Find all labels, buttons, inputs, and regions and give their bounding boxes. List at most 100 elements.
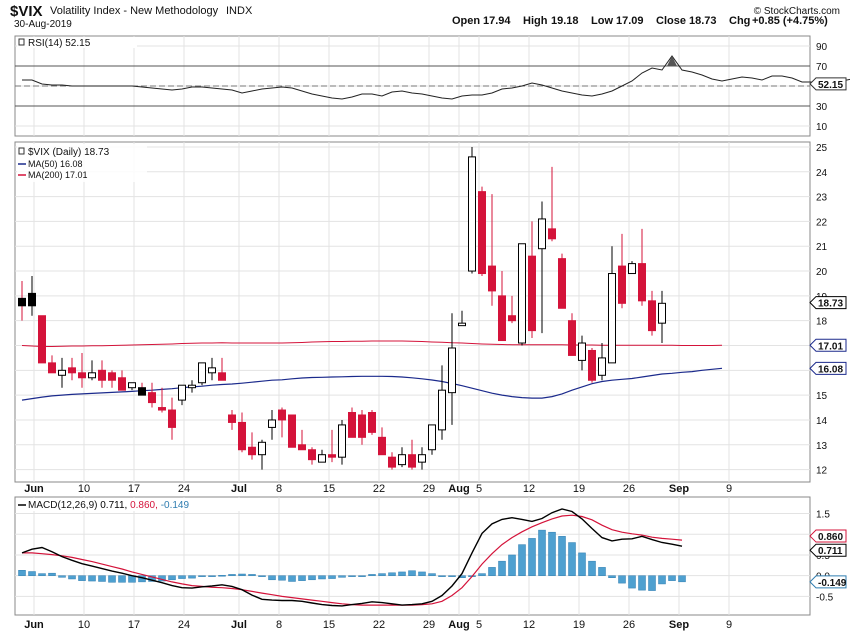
macd-histogram-bar (398, 571, 406, 576)
chart-date: 30-Aug-2019 (14, 19, 72, 30)
candle (438, 365, 446, 440)
ohlc-summary: Open 17.94 High 19.18 Low 17.09 Close 18.73 Chg +… (452, 15, 828, 27)
candle (618, 233, 626, 309)
candle (658, 290, 666, 344)
candle (568, 313, 576, 356)
price-y-tick-label: 20 (816, 267, 828, 278)
macd-histogram-bar (248, 574, 256, 576)
x-axis: Jun Jun 10 10 17 17 24 24 Jul Jul 8 8 15 15 22 22 29 29 Au… (24, 483, 732, 631)
macd-value-tag-label: 0.711 (818, 546, 843, 557)
candle-body (88, 372, 96, 379)
macd-histogram-bar (118, 575, 126, 583)
candle-body (518, 243, 526, 344)
candle-body (658, 302, 666, 324)
macd-frame (14, 496, 811, 616)
candle-body (558, 258, 566, 309)
macd-signal-value-tag-box (809, 529, 847, 543)
chart-symbol: $VIX (10, 3, 43, 20)
macd-histogram-bar (328, 575, 336, 579)
candle (368, 410, 376, 435)
x-tick-label: 29 (423, 619, 435, 631)
ma50-value-tag-box (809, 361, 847, 375)
candle-body (218, 372, 226, 381)
x-tick-label: 17 (128, 483, 140, 495)
candle-body (618, 265, 626, 304)
macd-histogram-bar (438, 575, 446, 577)
macd-histogram-bar (368, 574, 376, 576)
macd-histogram-bar (488, 567, 496, 576)
candle (238, 412, 246, 453)
x-tick-label: 10 (78, 619, 90, 631)
macd-histogram-bar (538, 529, 546, 576)
candle (478, 186, 486, 277)
last-close-tag-label: 18.73 (818, 299, 843, 310)
macd-histogram-bar (148, 575, 156, 582)
candle-body (638, 263, 646, 302)
rsi-y-tick-label: 10 (816, 122, 828, 133)
candle (18, 280, 26, 321)
candle (418, 447, 426, 470)
x-tick-label: Jun (24, 619, 44, 631)
x-tick-label: 10 (78, 483, 90, 495)
candle-body (178, 384, 186, 401)
candle (278, 407, 286, 438)
candle-body (138, 387, 146, 396)
macd-histogram-bar (388, 572, 396, 576)
candle (588, 347, 596, 383)
candle-body (578, 342, 586, 361)
macd-histogram-bar (558, 536, 566, 576)
macd-histogram-bar (518, 544, 526, 576)
rsi-title: RSI(14) 52.15 (28, 38, 91, 49)
macd-histogram-bar (418, 571, 426, 576)
candle-body (298, 444, 306, 451)
x-tick-label: Aug (448, 619, 469, 631)
candle (578, 335, 586, 371)
candle-body (398, 454, 406, 466)
macd-signal-value-tag-label: 0.860 (818, 532, 843, 543)
candle (38, 315, 46, 364)
candle-body (488, 265, 496, 292)
candle (378, 427, 386, 456)
candle (538, 201, 546, 334)
macd-histogram-bar (168, 575, 176, 581)
candle-body (428, 424, 436, 451)
candle (558, 253, 566, 309)
macd-histogram-bar (58, 575, 66, 578)
candle-body (408, 454, 416, 468)
candle (638, 228, 646, 306)
macd-histogram-bar (88, 575, 96, 582)
candle (198, 362, 206, 386)
price-y-tick-label: 23 (816, 193, 828, 204)
macd-histogram-bar (638, 575, 646, 591)
x-tick-label: 19 (573, 619, 585, 631)
price-y-tick-label: 14 (816, 416, 828, 427)
candle-body (48, 362, 56, 374)
candle (528, 221, 536, 339)
candle-body (538, 218, 546, 250)
candle (328, 429, 336, 463)
ma50-legend-label: MA(50) 16.08 (28, 159, 83, 169)
candle-body (588, 349, 596, 381)
candle (158, 387, 166, 413)
candle (458, 310, 466, 327)
price-y-tick-label: 15 (816, 391, 828, 402)
candle (118, 370, 126, 391)
macd-histogram-bar (408, 570, 416, 576)
rsi-overbought-marker (667, 56, 677, 66)
macd-histogram-bar (648, 575, 656, 591)
macd-histogram-bar (98, 575, 106, 582)
x-tick-label: 15 (323, 483, 335, 495)
candle-body (198, 362, 206, 384)
macd-histogram-bar (218, 575, 226, 577)
chart-exchange: INDX (226, 5, 253, 17)
x-tick-label: 15 (323, 619, 335, 631)
candle-body (318, 454, 326, 463)
price-y-tick-label: 25 (816, 143, 828, 154)
candle-body (368, 412, 376, 433)
candle (88, 360, 96, 381)
macd-y-tick-label: -0.5 (816, 592, 834, 603)
x-tick-label: 22 (373, 619, 385, 631)
